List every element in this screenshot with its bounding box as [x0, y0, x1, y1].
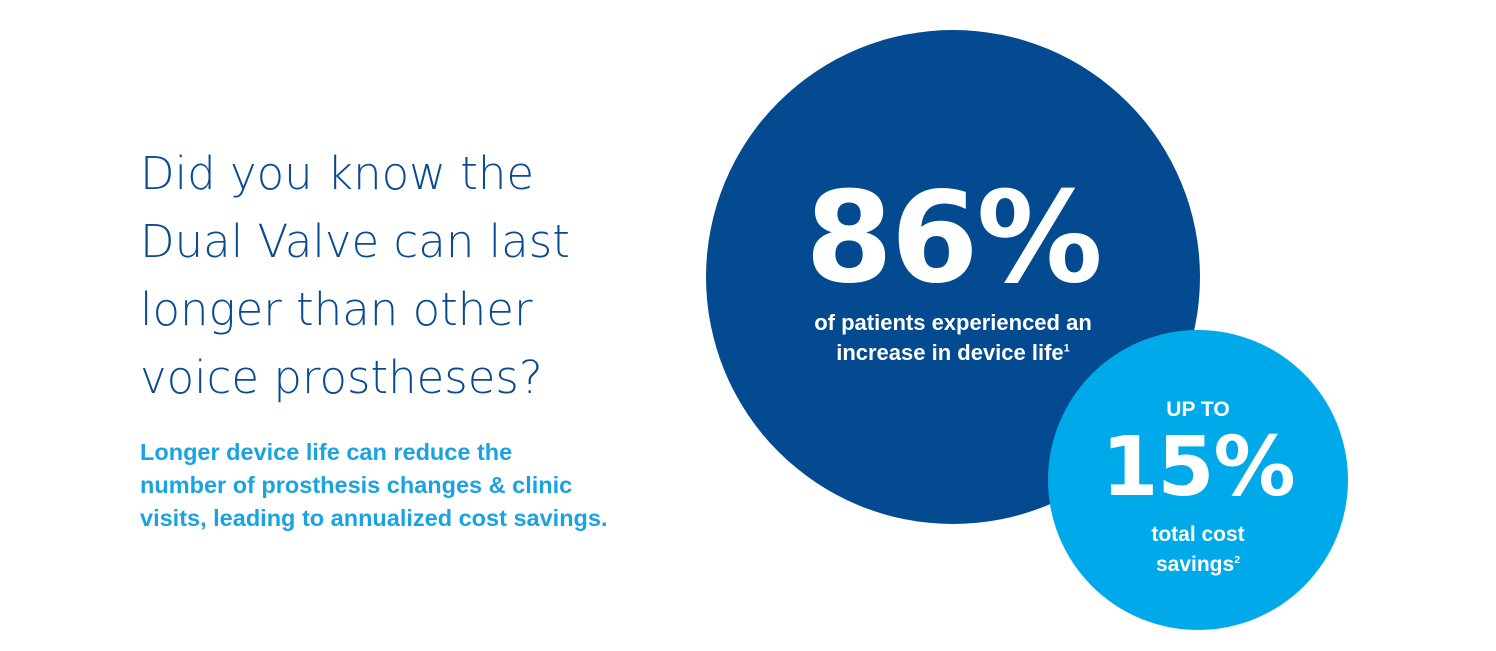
secondary-stat-caption-line: total cost [1151, 523, 1245, 546]
secondary-stat-value: 15% [1101, 420, 1295, 515]
primary-stat-circle: 86% of patients experienced an increase … [706, 30, 1200, 524]
supporting-text-line: number of prosthesis changes & clinic [140, 472, 573, 498]
primary-stat-caption-text: increase in device life [836, 340, 1064, 365]
headline-line: Did you know the [140, 147, 535, 200]
secondary-stat-circle: UP TO 15% total cost savings2 [1048, 330, 1348, 630]
headline-line: voice prostheses? [140, 351, 543, 404]
primary-stat-caption: of patients experienced an increase in d… [706, 308, 1200, 368]
footnote-marker: 2 [1234, 554, 1241, 566]
footnote-marker: 1 [1063, 342, 1070, 355]
primary-stat-value: 86% [805, 164, 1103, 311]
headline-line: longer than other [140, 283, 533, 336]
supporting-text: Longer device life can reduce the number… [140, 436, 720, 535]
secondary-stat-caption-line: savings2 [1048, 550, 1348, 580]
primary-stat-caption-line: of patients experienced an [814, 310, 1092, 335]
headline: Did you know the Dual Valve can last lon… [140, 140, 700, 412]
headline-line: Dual Valve can last [140, 215, 570, 268]
primary-stat-caption-line: increase in device life1 [706, 338, 1200, 368]
secondary-stat-prefix: UP TO [1166, 398, 1230, 421]
secondary-stat-caption-text: savings [1155, 553, 1235, 576]
supporting-text-line: visits, leading to annualized cost savin… [140, 505, 608, 531]
supporting-text-line: Longer device life can reduce the [140, 439, 513, 465]
secondary-stat-caption: total cost savings2 [1048, 520, 1348, 580]
